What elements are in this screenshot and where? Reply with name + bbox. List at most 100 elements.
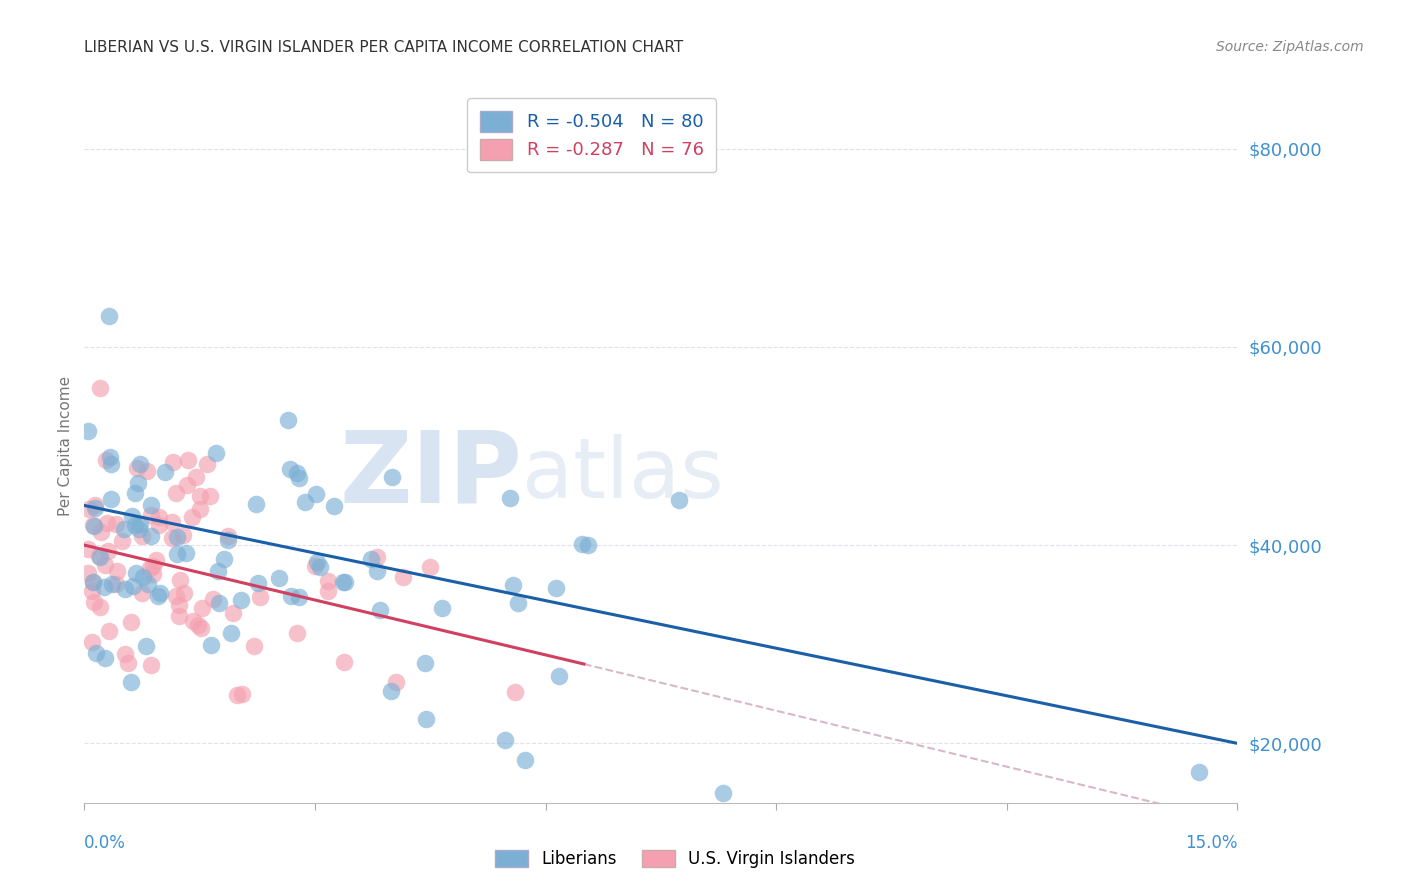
Point [98,624,121,638]
Point [366,564,388,578]
Point [149,585,172,599]
Point [247,575,270,590]
Point [243,640,266,654]
Point [225,688,247,702]
Point [711,786,734,800]
Point [548,669,571,683]
Point [82,517,104,532]
Point [141,658,163,673]
Text: LIBERIAN VS U.S. VIRGIN ISLANDER PER CAPITA INCOME CORRELATION CHART: LIBERIAN VS U.S. VIRGIN ISLANDER PER CAP… [84,40,683,55]
Point [142,567,165,582]
Point [117,657,139,671]
Point [135,640,157,654]
Point [217,529,239,543]
Point [93,580,115,594]
Point [217,533,239,548]
Point [77,424,100,438]
Point [105,564,128,578]
Point [141,508,163,522]
Point [169,573,191,587]
Point [181,614,204,628]
Point [288,590,311,604]
Point [415,657,437,671]
Point [188,501,211,516]
Point [105,577,128,591]
Point [124,518,146,533]
Point [93,651,115,665]
Point [360,551,382,566]
Point [121,578,143,592]
Point [98,450,121,465]
Legend: Liberians, U.S. Virgin Islanders: Liberians, U.S. Virgin Islanders [488,843,862,875]
Point [124,486,146,500]
Point [288,471,311,485]
Text: 15.0%: 15.0% [1185,834,1237,852]
Point [212,551,235,566]
Point [419,560,441,574]
Point [249,591,271,605]
Point [89,600,111,615]
Point [96,543,118,558]
Point [148,517,170,532]
Point [125,566,148,580]
Point [502,577,524,591]
Point [82,575,104,590]
Point [114,647,136,661]
Point [77,502,100,516]
Point [208,596,231,610]
Point [146,589,169,603]
Point [430,600,453,615]
Point [82,575,104,590]
Point [121,509,143,524]
Point [125,461,148,475]
Text: Source: ZipAtlas.com: Source: ZipAtlas.com [1216,40,1364,54]
Point [498,491,520,505]
Point [366,549,388,564]
Point [508,596,530,610]
Text: ZIP: ZIP [340,426,523,523]
Point [129,516,152,531]
Point [186,469,208,483]
Point [77,566,100,581]
Point [368,603,391,617]
Point [335,575,357,590]
Point [305,486,328,500]
Point [120,674,142,689]
Point [173,586,195,600]
Point [316,583,339,598]
Point [145,553,167,567]
Point [167,599,190,613]
Point [503,685,526,699]
Point [136,577,159,591]
Point [141,498,163,512]
Point [83,595,105,609]
Point [80,583,103,598]
Point [322,500,344,514]
Point [83,501,105,516]
Point [83,519,105,533]
Point [166,530,188,544]
Point [391,569,413,583]
Point [100,457,122,471]
Point [222,607,245,621]
Point [174,546,197,560]
Point [165,589,187,603]
Point [546,581,568,595]
Point [127,475,149,490]
Point [231,593,253,607]
Point [129,457,152,471]
Point [77,542,100,557]
Point [139,529,162,543]
Point [494,732,516,747]
Point [136,464,159,478]
Point [112,522,135,536]
Point [153,466,176,480]
Point [160,516,183,530]
Point [668,492,690,507]
Point [162,531,184,545]
Point [308,559,330,574]
Point [114,582,136,596]
Point [94,453,117,467]
Point [333,655,356,669]
Point [285,625,308,640]
